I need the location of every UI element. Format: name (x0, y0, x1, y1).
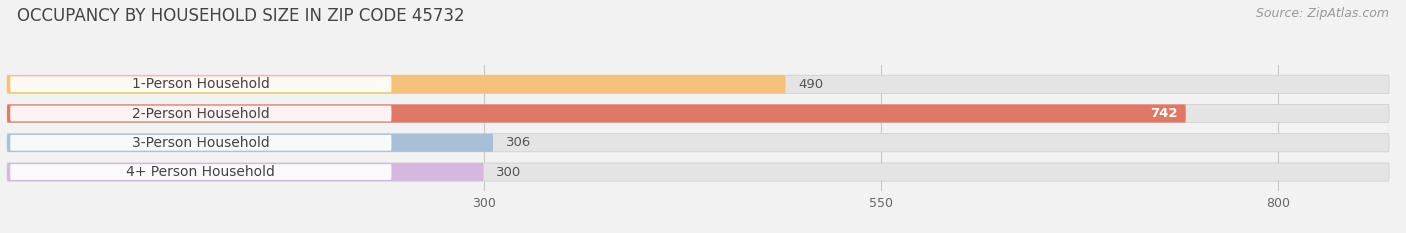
FancyBboxPatch shape (7, 134, 494, 152)
FancyBboxPatch shape (7, 163, 484, 181)
Text: 4+ Person Household: 4+ Person Household (127, 165, 276, 179)
Text: 742: 742 (1150, 107, 1178, 120)
Text: 2-Person Household: 2-Person Household (132, 106, 270, 120)
FancyBboxPatch shape (7, 75, 786, 93)
FancyBboxPatch shape (7, 134, 1389, 152)
FancyBboxPatch shape (7, 104, 1389, 123)
Text: 490: 490 (799, 78, 824, 91)
FancyBboxPatch shape (10, 76, 391, 92)
Text: 300: 300 (496, 165, 522, 178)
FancyBboxPatch shape (10, 135, 391, 151)
FancyBboxPatch shape (7, 163, 1389, 181)
Text: 306: 306 (506, 136, 531, 149)
FancyBboxPatch shape (10, 106, 391, 121)
FancyBboxPatch shape (10, 164, 391, 180)
FancyBboxPatch shape (7, 75, 1389, 93)
Text: Source: ZipAtlas.com: Source: ZipAtlas.com (1256, 7, 1389, 20)
FancyBboxPatch shape (7, 104, 1185, 123)
Text: OCCUPANCY BY HOUSEHOLD SIZE IN ZIP CODE 45732: OCCUPANCY BY HOUSEHOLD SIZE IN ZIP CODE … (17, 7, 464, 25)
Text: 1-Person Household: 1-Person Household (132, 77, 270, 91)
Text: 3-Person Household: 3-Person Household (132, 136, 270, 150)
